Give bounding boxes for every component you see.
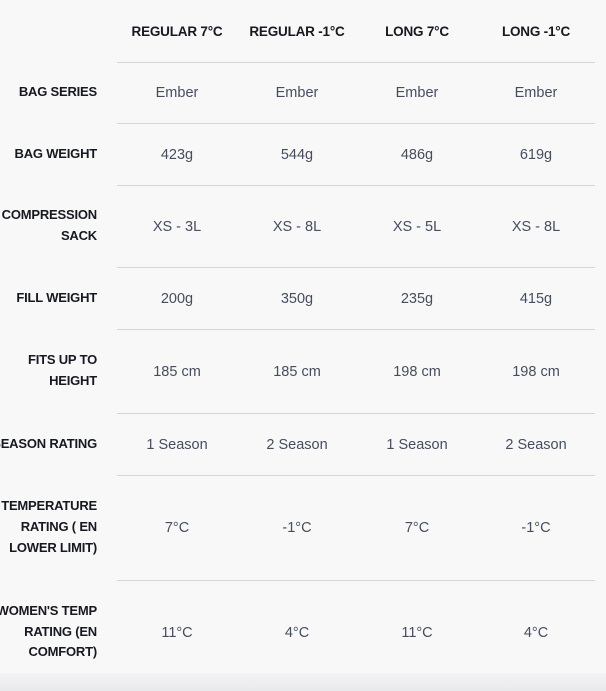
product-spec-table: REGULAR 7°C REGULAR -1°C LONG 7°C LONG -…	[0, 0, 595, 674]
cell-value: 11°C	[117, 580, 237, 674]
cell-value: 2 Season	[477, 413, 595, 475]
cell-value: 619g	[477, 123, 595, 185]
row-label-text: SEASON RATING	[0, 435, 97, 451]
cell-value: XS - 5L	[357, 185, 477, 267]
row-label-womens-temp-rating: WOMEN'S TEMP RATING (EN COMFORT)	[0, 580, 117, 674]
column-header-long-7c: LONG 7°C	[385, 23, 449, 39]
row-label-text: WOMEN'S TEMP RATING (EN COMFORT)	[0, 602, 97, 660]
cell-value: 200g	[117, 267, 237, 329]
cell-value: 7°C	[117, 475, 237, 580]
header-spacer	[0, 0, 117, 62]
row-label-bag-weight: BAG WEIGHT	[0, 123, 117, 185]
cell-value: XS - 3L	[117, 185, 237, 267]
cell-value: Ember	[357, 62, 477, 123]
cell-value: 11°C	[357, 580, 477, 674]
row-label-text: COMPRESSION SACK	[1, 207, 98, 243]
cell-value: 1 Season	[117, 413, 237, 475]
cell-value: 423g	[117, 123, 237, 185]
cell-value: 544g	[237, 123, 357, 185]
cell-value: 4°C	[237, 580, 357, 674]
section-bottom-gradient	[0, 673, 606, 691]
cell-value: 185 cm	[117, 329, 237, 413]
cell-value: 350g	[237, 267, 357, 329]
row-label-text: BAG SERIES	[18, 84, 97, 100]
column-header-long-minus1c: LONG -1°C	[501, 23, 571, 39]
cell-value: 198 cm	[477, 329, 595, 413]
row-label-text: TEMPERATURE RATING ( EN LOWER LIMIT)	[1, 498, 97, 555]
cell-value: -1°C	[477, 475, 595, 580]
cell-value: 7°C	[357, 475, 477, 580]
row-label-temperature-rating: TEMPERATURE RATING ( EN LOWER LIMIT)	[0, 475, 117, 580]
cell-value: 185 cm	[237, 329, 357, 413]
row-label-fits-up-to-height: FITS UP TO HEIGHT	[0, 329, 117, 413]
cell-value: -1°C	[237, 475, 357, 580]
cell-value: 486g	[357, 123, 477, 185]
cell-value: 198 cm	[357, 329, 477, 413]
column-header-regular-minus1c: REGULAR -1°C	[249, 23, 345, 39]
cell-value: XS - 8L	[237, 185, 357, 267]
row-label-compression-sack: COMPRESSION SACK	[0, 185, 117, 267]
row-label-text: FITS UP TO HEIGHT	[27, 352, 97, 388]
row-label-season-rating: SEASON RATING	[0, 413, 117, 475]
row-label-fill-weight: FILL WEIGHT	[0, 267, 117, 329]
row-label-text: FILL WEIGHT	[16, 289, 97, 305]
cell-value: Ember	[117, 62, 237, 123]
cell-value: 235g	[357, 267, 477, 329]
column-header-regular-7c: REGULAR 7°C	[131, 23, 223, 39]
cell-value: Ember	[237, 62, 357, 123]
cell-value: Ember	[477, 62, 595, 123]
row-label-text: BAG WEIGHT	[14, 145, 98, 161]
cell-value: 1 Season	[357, 413, 477, 475]
cell-value: XS - 8L	[477, 185, 595, 267]
cell-value: 2 Season	[237, 413, 357, 475]
cell-value: 4°C	[477, 580, 595, 674]
row-label-bag-series: BAG SERIES	[0, 62, 117, 123]
cell-value: 415g	[477, 267, 595, 329]
